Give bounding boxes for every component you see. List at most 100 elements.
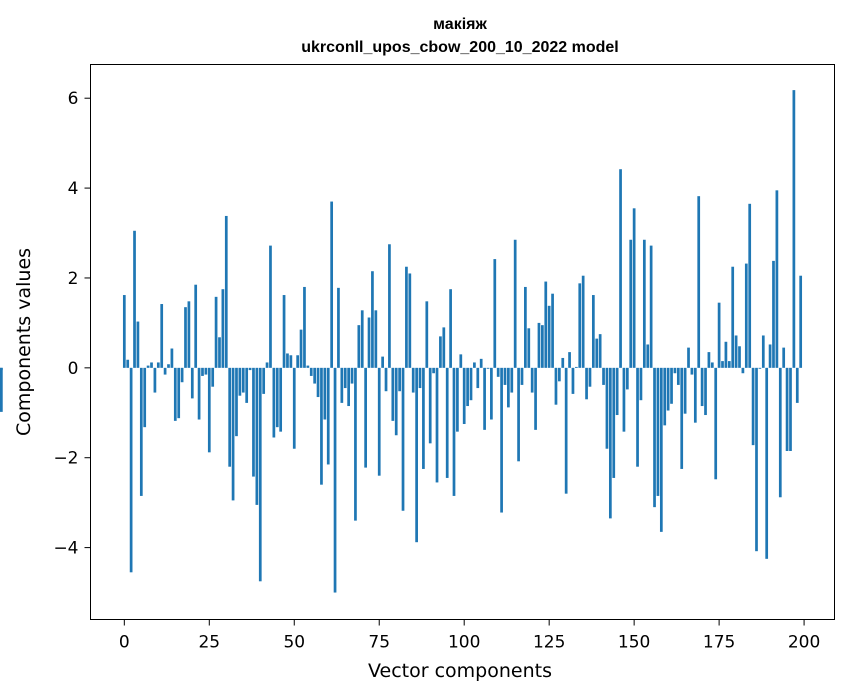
bar (687, 347, 690, 368)
bar (707, 352, 711, 368)
bar (432, 367, 435, 374)
bar (150, 362, 153, 368)
bar (734, 335, 738, 368)
bar (170, 348, 174, 368)
bar (139, 367, 143, 496)
bar (534, 367, 537, 430)
bar (782, 347, 786, 368)
bar (459, 354, 463, 368)
bar (642, 239, 646, 368)
bar (541, 325, 544, 368)
bar (510, 367, 514, 393)
bar (286, 353, 289, 368)
bar (676, 367, 680, 385)
bar (697, 196, 701, 368)
bar (731, 266, 735, 368)
bar (564, 367, 568, 494)
bar (724, 341, 728, 368)
bar (775, 190, 779, 368)
bar (639, 367, 643, 401)
bar (126, 359, 130, 368)
bar (717, 302, 721, 368)
bar (710, 362, 714, 368)
bar (493, 259, 497, 368)
x-tick-label: 200 (788, 633, 820, 653)
bar (585, 367, 588, 400)
bar (744, 263, 748, 368)
bar (768, 344, 772, 368)
bar (792, 90, 796, 368)
bar (211, 367, 215, 387)
chart-title: макіяж (433, 16, 487, 33)
bar (428, 367, 432, 444)
bar (0, 367, 3, 412)
bar (479, 358, 483, 368)
bar (235, 367, 238, 437)
bar (693, 367, 697, 423)
bar (173, 367, 177, 421)
bar (201, 367, 204, 376)
bar (442, 327, 446, 368)
bar (700, 367, 704, 407)
bar (449, 289, 452, 368)
bar (177, 367, 181, 419)
bar (381, 356, 384, 368)
bar (306, 365, 310, 368)
bar (296, 355, 300, 368)
bar (299, 329, 303, 368)
bar (636, 367, 639, 467)
bar (439, 336, 442, 368)
bar (758, 367, 762, 369)
bar (228, 367, 232, 467)
x-axis-label: Vector components (368, 660, 552, 682)
bar (483, 367, 486, 430)
bar (551, 293, 554, 368)
bar (340, 367, 344, 403)
x-tick-label: 150 (618, 633, 650, 653)
bar (547, 305, 551, 368)
bar (422, 367, 425, 469)
bar (527, 328, 531, 368)
bar (619, 169, 622, 368)
bar (778, 367, 782, 498)
x-tick-label: 75 (368, 633, 390, 653)
bar (143, 367, 147, 428)
bar (649, 245, 653, 368)
bar (129, 367, 133, 573)
bar (496, 367, 500, 377)
bar (558, 367, 561, 382)
x-tick-label: 50 (283, 633, 305, 653)
bar (605, 367, 609, 449)
bar (608, 367, 612, 519)
bar (122, 295, 126, 368)
bar (520, 367, 524, 385)
bar (738, 346, 741, 368)
bar (163, 367, 167, 375)
bar (632, 208, 636, 368)
bar (207, 367, 211, 453)
bar (262, 367, 266, 394)
bar (554, 367, 558, 405)
bar (133, 230, 136, 368)
bar (214, 296, 218, 368)
bar (282, 295, 286, 368)
bar (727, 361, 731, 368)
bar (741, 367, 745, 374)
bar (354, 367, 357, 521)
bar (537, 322, 541, 368)
plot-frame (90, 64, 835, 620)
bar (190, 367, 194, 399)
bar (333, 367, 337, 593)
chart-subtitle: ukrconll_upos_cbow_200_10_2022 model (301, 39, 618, 56)
bar (330, 201, 334, 368)
bar (326, 367, 330, 465)
bar (401, 367, 405, 511)
bar (350, 367, 354, 384)
bar (398, 367, 401, 392)
bar (316, 367, 320, 398)
bar (575, 366, 578, 368)
bar (452, 367, 456, 496)
bar (445, 367, 449, 478)
bar (347, 367, 350, 407)
